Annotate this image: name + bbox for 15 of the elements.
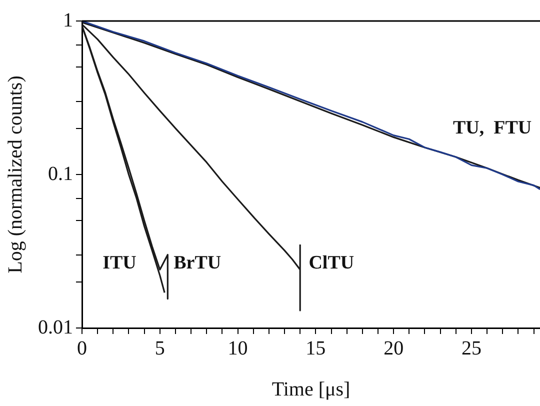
y-tick-label: 1 xyxy=(63,9,73,32)
y-axis-title: Log (normalized counts) xyxy=(4,76,26,274)
annotation: TU, FTU xyxy=(452,117,532,138)
x-tick-label: 0 xyxy=(77,337,87,360)
annotation: ITU xyxy=(102,252,137,274)
annotation: ClTU xyxy=(308,252,354,274)
x-tick-label: 20 xyxy=(384,337,404,360)
x-tick-label: 5 xyxy=(154,337,165,360)
x-tick-label: 10 xyxy=(228,337,248,360)
y-tick-label: 0.1 xyxy=(48,162,73,185)
x-axis-title: Time [μs] xyxy=(272,378,350,400)
y-tick-label: 0.01 xyxy=(38,316,73,338)
x-tick-label: 15 xyxy=(306,337,326,360)
x-tick-label: 25 xyxy=(461,337,482,360)
annotation: BrTU xyxy=(174,252,222,274)
